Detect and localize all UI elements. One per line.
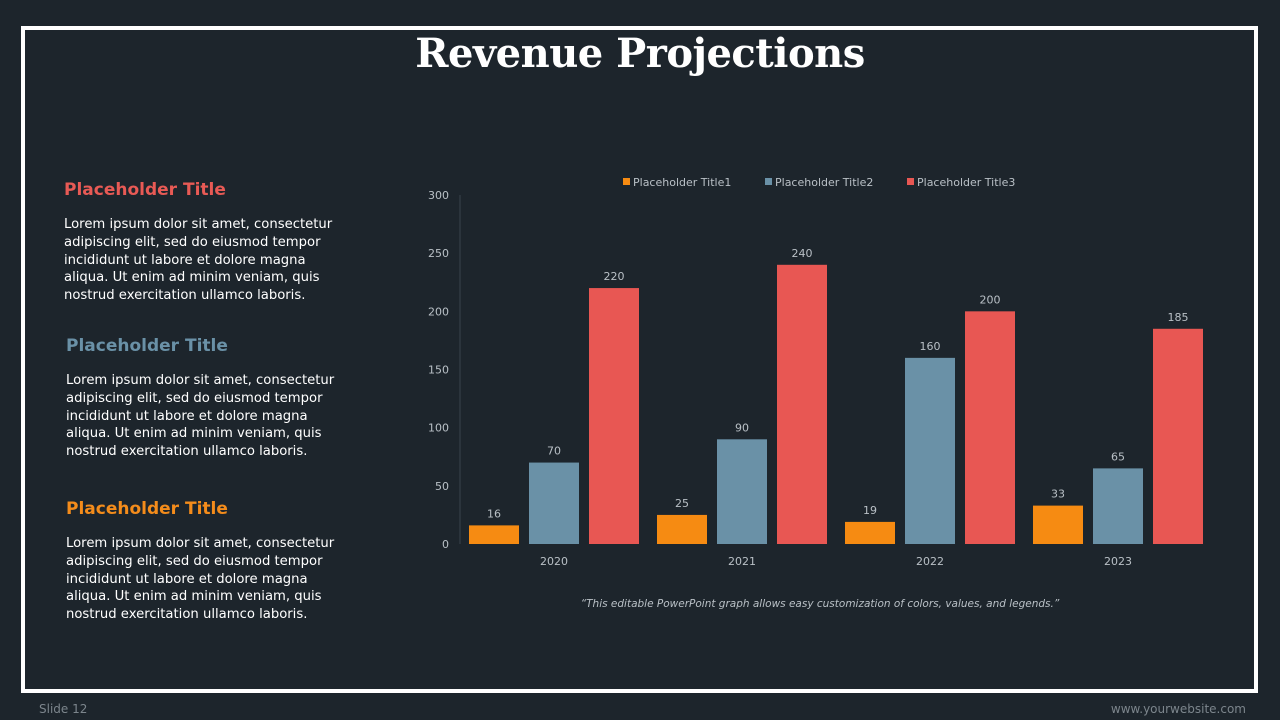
text-section-1: Placeholder Title Lorem ipsum dolor sit … <box>64 180 354 305</box>
y-tick-label: 50 <box>435 480 449 493</box>
bar-2 <box>1093 468 1143 544</box>
data-label: 240 <box>792 247 813 260</box>
website-url: www.yourwebsite.com <box>1110 702 1246 716</box>
data-label: 160 <box>920 340 941 353</box>
section-title: Placeholder Title <box>66 499 228 519</box>
data-label: 65 <box>1111 450 1125 463</box>
bar-1 <box>1033 505 1083 544</box>
data-label: 16 <box>487 507 501 520</box>
text-section-2: Placeholder Title Lorem ipsum dolor sit … <box>66 336 356 461</box>
data-label: 19 <box>863 504 877 517</box>
data-label: 185 <box>1168 311 1189 324</box>
y-tick-label: 200 <box>428 305 449 318</box>
bar-2 <box>905 357 955 544</box>
bar-3 <box>777 264 827 544</box>
section-body: Lorem ipsum dolor sit amet, consectetur … <box>66 536 335 623</box>
text-section-3: Placeholder Title Lorem ipsum dolor sit … <box>66 499 356 624</box>
legend-label: Placeholder Title3 <box>917 176 1015 189</box>
data-label: 90 <box>735 421 749 434</box>
legend-swatch <box>765 178 772 185</box>
x-tick-label: 2021 <box>728 555 756 568</box>
bar-2 <box>529 462 579 544</box>
section-title: Placeholder Title <box>64 180 226 200</box>
y-tick-label: 300 <box>428 189 449 202</box>
slide-title: Revenue Projections <box>415 30 865 77</box>
legend-swatch <box>623 178 630 185</box>
legend-label: Placeholder Title1 <box>633 176 731 189</box>
y-tick-label: 0 <box>442 538 449 551</box>
slide-number: Slide 12 <box>39 702 88 716</box>
slide-frame <box>21 26 1258 693</box>
bar-2 <box>717 439 767 544</box>
chart-caption: “This editable PowerPoint graph allows e… <box>580 598 1060 610</box>
data-label: 25 <box>675 497 689 510</box>
bar-1 <box>469 525 519 544</box>
legend-label: Placeholder Title2 <box>775 176 873 189</box>
x-tick-label: 2023 <box>1104 555 1132 568</box>
y-tick-label: 150 <box>428 364 449 377</box>
bar-1 <box>845 521 895 544</box>
data-label: 70 <box>547 445 561 458</box>
section-title: Placeholder Title <box>66 336 228 356</box>
y-tick-label: 250 <box>428 247 449 260</box>
bar-3 <box>965 311 1015 544</box>
x-tick-label: 2022 <box>916 555 944 568</box>
section-body: Lorem ipsum dolor sit amet, consectetur … <box>66 373 335 460</box>
x-tick-label: 2020 <box>540 555 568 568</box>
section-body: Lorem ipsum dolor sit amet, consectetur … <box>64 217 333 304</box>
data-label: 200 <box>980 293 1001 306</box>
bar-3 <box>1153 328 1203 544</box>
y-tick-label: 100 <box>428 422 449 435</box>
legend-swatch <box>907 178 914 185</box>
data-label: 33 <box>1051 488 1065 501</box>
data-label: 220 <box>604 270 625 283</box>
bar-3 <box>589 288 639 544</box>
bar-1 <box>657 514 707 544</box>
